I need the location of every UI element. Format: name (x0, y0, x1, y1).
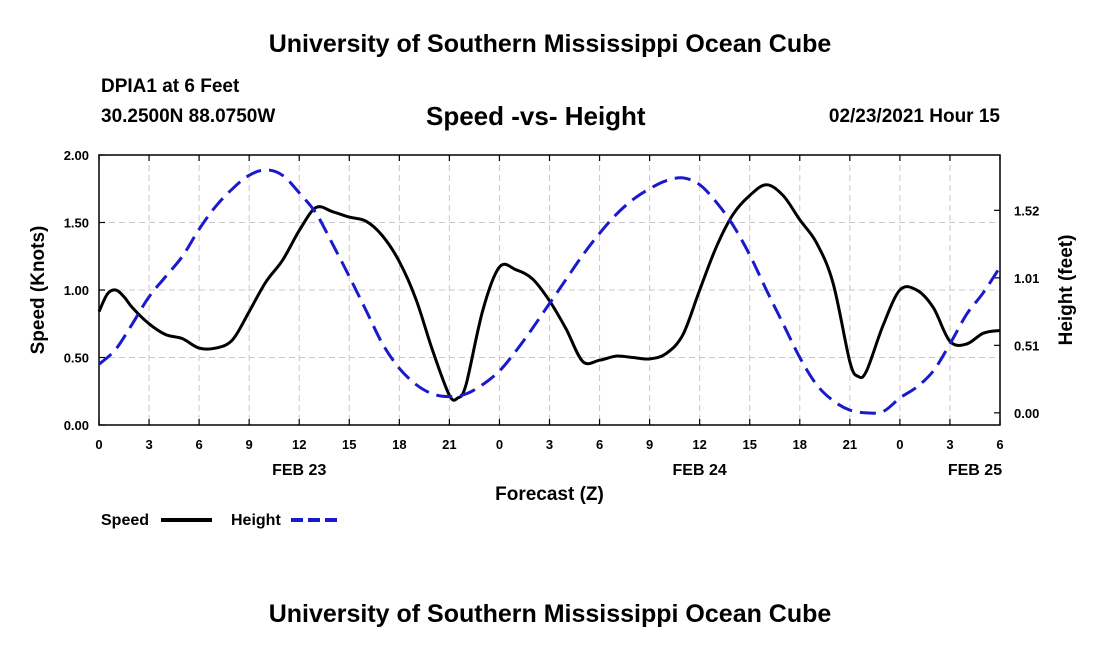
x-tick-label: 12 (292, 437, 306, 452)
x-tick-label: 6 (195, 437, 202, 452)
x-tick-label: 3 (946, 437, 953, 452)
y2-tick-label: 0.00 (1014, 406, 1039, 421)
chart-title: Speed -vs- Height (426, 101, 646, 131)
station-label: DPIA1 at 6 Feet (101, 76, 240, 97)
series-lines (97, 168, 1002, 415)
legend-label-speed: Speed (101, 512, 149, 529)
x-tick-label: 9 (646, 437, 653, 452)
y-tick-label: 2.00 (64, 148, 89, 163)
x-tick-label: 15 (342, 437, 356, 452)
x-tick-label: 0 (496, 437, 503, 452)
x-tick-label: 6 (996, 437, 1003, 452)
x-tick-label: 9 (246, 437, 253, 452)
x-tick-label: 18 (793, 437, 807, 452)
x-tick-label: 0 (896, 437, 903, 452)
x-tick-label: 3 (145, 437, 152, 452)
page-title: University of Southern Mississippi Ocean… (268, 30, 832, 58)
axis-ticks: 0 3 6 9 12 15 18 21 0 3 6 9 12 15 18 21 0 3 6 FEB 23 FEB 24 F… (64, 148, 1040, 479)
y-tick-label: 1.50 (64, 216, 89, 231)
y2-axis-label: Height (feet) (1056, 235, 1077, 346)
speed-series-line (97, 183, 1001, 402)
y-tick-label: 0.50 (64, 351, 89, 366)
x-tick-label: 3 (546, 437, 553, 452)
date-label: FEB 23 (272, 462, 326, 479)
y2-tick-label: 1.52 (1014, 203, 1039, 218)
x-tick-label: 0 (95, 437, 102, 452)
x-tick-label: 12 (692, 437, 706, 452)
date-label: FEB 24 (673, 462, 727, 479)
x-axis-label: Forecast (Z) (495, 484, 604, 505)
x-tick-label: 18 (392, 437, 406, 452)
y-tick-label: 1.00 (64, 283, 89, 298)
legend: Speed Height (101, 512, 342, 529)
legend-label-height: Height (231, 512, 281, 529)
grid-lines (99, 155, 1000, 425)
y2-tick-label: 0.51 (1014, 338, 1039, 353)
y2-tick-label: 1.01 (1014, 271, 1039, 286)
height-series-line (98, 168, 1002, 415)
x-tick-label: 21 (843, 437, 857, 452)
date-label: FEB 25 (948, 462, 1002, 479)
x-tick-label: 6 (596, 437, 603, 452)
x-tick-label: 21 (442, 437, 456, 452)
y-tick-label: 0.00 (64, 418, 89, 433)
forecast-datetime: 02/23/2021 Hour 15 (828, 106, 1000, 127)
x-tick-label: 15 (742, 437, 756, 452)
station-coordinates: 30.2500N 88.0750W (101, 106, 276, 127)
y-axis-label: Speed (Knots) (28, 226, 49, 355)
footer-title: University of Southern Mississippi Ocean… (268, 600, 832, 628)
